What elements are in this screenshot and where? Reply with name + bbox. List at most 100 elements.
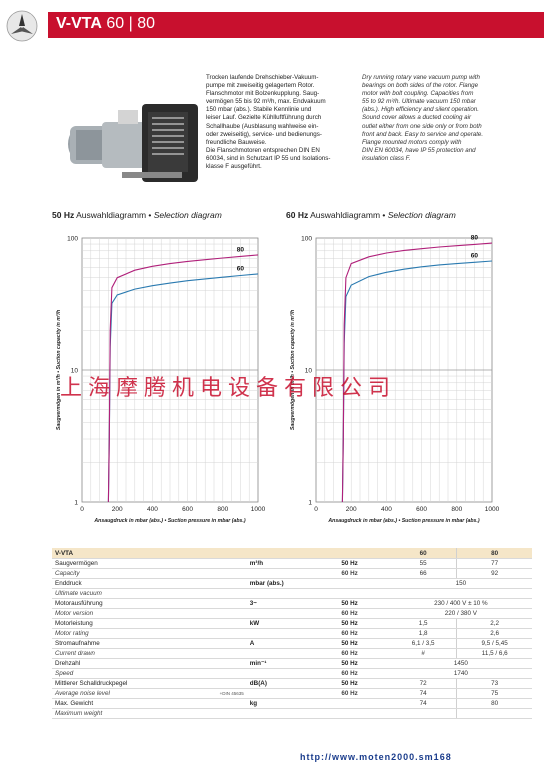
description-en-line: front and back. Easy to service and oper… (362, 130, 484, 138)
row-unit (246, 648, 339, 659)
x-axis-label: Ansaugdruck in mbar (abs.) • Suction pre… (93, 518, 245, 524)
row-frequency (338, 698, 390, 709)
table-header-col-60: 60 (389, 548, 457, 559)
row-value-shared: 220 / 380 V (389, 608, 532, 619)
row-unit: mbar (abs.) (246, 578, 339, 589)
description-en-line: insulation class F. (362, 154, 411, 162)
row-unit (246, 568, 339, 579)
description-en-line: motor with bolt coupling. Capacities fro… (362, 90, 474, 98)
x-axis-label: Ansaugdruck in mbar (abs.) • Suction pre… (327, 518, 479, 524)
table-row: Current drawn 60 Hz #11,5 / 6,6 (52, 648, 532, 659)
x-tick-label: 800 (217, 506, 228, 513)
table-header-label: V-VTA (52, 548, 247, 559)
y-tick-label: 10 (71, 368, 79, 375)
description-de-line: freundliche Bauweise. (206, 138, 267, 146)
row-value-60: 74 (389, 688, 457, 699)
y-tick-label: 10 (305, 368, 313, 375)
row-label-en: Average noise level +DIN 45635 (52, 688, 247, 699)
chart-title-60hz-de: Auswahldiagramm • (308, 210, 388, 220)
table-row: Average noise level +DIN 45635 60 Hz 74 75 (52, 688, 532, 699)
row-value-shared (389, 588, 532, 599)
row-value-60: 72 (389, 678, 457, 689)
row-frequency: 50 Hz (338, 618, 390, 629)
series-label-60: 60 (237, 265, 245, 272)
page-title-model: V-VTA (56, 15, 102, 32)
y-axis-label: Saugvermögen in m³/h • Suction capacity … (290, 310, 296, 430)
row-value-60 (389, 708, 457, 719)
description-en-line: Flange mounted motors comply with (362, 138, 462, 146)
table-row: Saugvermögen m³/h 50 Hz 55 77 (52, 558, 532, 569)
row-value-60: 1,5 (389, 618, 457, 629)
row-frequency: 50 Hz (338, 558, 390, 569)
y-tick-label: 1 (74, 500, 78, 507)
description-en-line: Sound cover allows a ducted cooling air (362, 114, 472, 122)
table-header-hz (338, 548, 390, 559)
row-unit: kW (246, 618, 339, 629)
description-de-line: klasse F ausgeführt. (206, 163, 262, 171)
row-label-de: Saugvermögen (52, 558, 247, 569)
y-tick-label: 100 (67, 236, 78, 243)
row-frequency: 60 Hz (338, 648, 390, 659)
row-unit (246, 668, 339, 679)
row-frequency: 60 Hz (338, 608, 390, 619)
chart-title-60hz-freq: 60 Hz (286, 210, 309, 220)
table-row: Motorleistung kW 50 Hz 1,5 2,2 (52, 618, 532, 629)
row-unit: A (246, 638, 339, 649)
row-unit: min⁻¹ (246, 658, 339, 669)
watermark: 上海摩腾机电设备有限公司 (60, 376, 397, 401)
row-label-de: Enddruck (52, 578, 247, 589)
table-row: Ultimate vacuum (52, 588, 532, 599)
description-de-line: Die Flanschmotoren entsprechen DIN EN (206, 146, 320, 154)
row-unit (246, 588, 339, 599)
row-value-80: 80 (456, 698, 532, 709)
row-unit (246, 628, 339, 639)
row-value-shared: 1740 (389, 668, 532, 679)
row-label-en: Maximum weight (52, 708, 247, 719)
row-value-80: 2,6 (456, 628, 532, 639)
row-label-en: Speed (52, 668, 247, 679)
selection-chart-60hz: 0 200 400 600 800 1000 1 10 100 Ansaugdruck in mb… (290, 234, 500, 524)
table-row: Motor version 60 Hz 220 / 380 V (52, 608, 532, 619)
footer-url: http://www.moten2000.sm168 (300, 752, 452, 762)
row-value-60: 55 (389, 558, 457, 569)
row-label-de: Stromaufnahme (52, 638, 247, 649)
y-tick-label: 100 (301, 236, 312, 243)
row-frequency (338, 708, 390, 719)
row-value-80 (456, 708, 532, 719)
row-value-80: 73 (456, 678, 532, 689)
description-en-line: 55 to 92 m³/h. Ultimate vacuum 150 mbar (362, 98, 476, 106)
row-frequency: 60 Hz (338, 568, 390, 579)
row-label-en: Motor version (52, 608, 247, 619)
series-line-80 (341, 242, 493, 503)
series-label-60: 60 (471, 252, 479, 259)
description-de-line: pumpe mit zweiseitig gelagertem Rotor. (206, 82, 315, 90)
table-row: Stromaufnahme A 50 Hz 6,1 / 3,5 9,5 / 5,45 (52, 638, 532, 649)
description-de-line: Trocken laufende Drehschieber-Vakuum- (206, 74, 319, 81)
description-de-line: leiser Lauf. Gezielte Kühlluftführung du… (206, 114, 322, 122)
row-frequency: 60 Hz (338, 688, 390, 699)
logo-icon (6, 10, 38, 42)
row-value-shared: 230 / 400 V ± 10 % (389, 598, 532, 609)
row-frequency (338, 578, 390, 589)
header-bar (48, 12, 544, 38)
table-row: Max. Gewicht kg 74 80 (52, 698, 532, 709)
chart-title-60hz: 60 Hz Auswahldiagramm • Selection diagra… (286, 210, 456, 220)
table-header-row: V-VTA 60 80 (52, 548, 532, 559)
description-de-line: 60034, sind in Schutzart IP 55 und Isola… (206, 154, 331, 162)
row-unit (246, 688, 339, 699)
row-value-80: 75 (456, 688, 532, 699)
product-image (52, 84, 202, 194)
x-tick-label: 0 (314, 506, 318, 513)
x-tick-label: 400 (147, 506, 158, 513)
row-value-60: 74 (389, 698, 457, 709)
y-axis-label: Saugvermögen in m³/h • Suction capacity … (56, 310, 62, 430)
row-frequency: 50 Hz (338, 658, 390, 669)
x-tick-label: 400 (381, 506, 392, 513)
description-de-line: 150 mbar (abs.). Stabile Kennlinie und (206, 106, 312, 114)
row-label-en: Current drawn (52, 648, 247, 659)
description-en-line: (abs.). High efficiency and silent opera… (362, 106, 479, 114)
table-header-col-80: 80 (456, 548, 532, 559)
row-note: +DIN 45635 (219, 691, 244, 696)
series-label-80: 80 (471, 234, 479, 241)
row-value-80: 2,2 (456, 618, 532, 629)
